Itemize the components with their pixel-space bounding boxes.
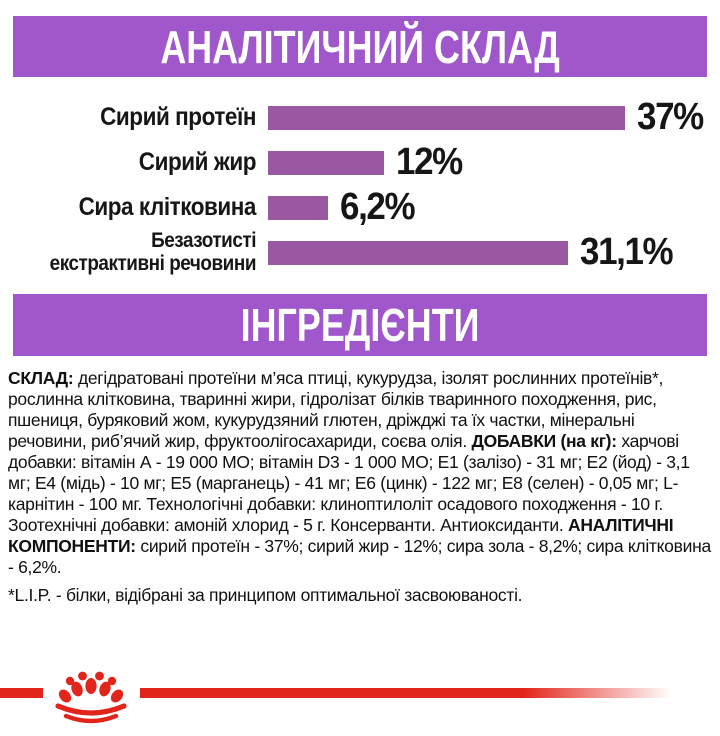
ingredients-section-label: СКЛАД: [8, 368, 78, 388]
bar-value: 6,2% [340, 186, 416, 228]
red-divider-line-right [140, 688, 672, 698]
analytical-composition-title: АНАЛІТИЧНИЙ СКЛАД [160, 20, 560, 73]
lip-footnote: *L.I.P. - білки, відібрані за принципом … [8, 585, 523, 605]
ingredients-title: ІНГРЕДІЄНТИ [240, 299, 480, 351]
ingredients-paragraph: СКЛАД: дегідратовані протеїни м’яса птиц… [8, 368, 712, 578]
composition-bar-chart: Сирий протеїн 37% Сирий жир 12% Сира клітков… [0, 95, 720, 275]
bar-value: 12% [396, 141, 463, 183]
bar-row: Сира клітковина 6,2% [0, 185, 720, 230]
bar-label: Сирий жир [138, 148, 257, 176]
ingredients-text: харчові добавки: вітамін А - 19 000 МО; … [8, 431, 690, 535]
ingredients-section-label: ДОБАВКИ (на кг): [471, 431, 622, 451]
bar [268, 150, 384, 175]
pet-food-label: АНАЛІТИЧНИЙ СКЛАД Сирий протеїн 37% Сирий … [0, 16, 720, 736]
bar [268, 105, 625, 130]
ingredients-text: дегідратовані протеїни м’яса птиці, куку… [8, 368, 664, 451]
bar [268, 195, 328, 220]
bar-value: 37% [637, 96, 704, 138]
bar-label: Сира клітковина [78, 193, 257, 221]
red-divider-line-left [0, 688, 43, 698]
bar-row: Сирий протеїн 37% [0, 95, 720, 140]
ingredients-header: ІНГРЕДІЄНТИ [13, 294, 707, 356]
bar-label: Сирий протеїн [100, 103, 256, 131]
brand-strip [0, 670, 720, 730]
bar-label: Безазотисті екстрактивні речовини [49, 228, 257, 275]
bar-row: Сирий жир 12% [0, 140, 720, 185]
ingredients-section-label: АНАЛІТИЧНІ КОМПОНЕНТИ: [8, 515, 674, 556]
bar [268, 240, 568, 265]
royal-canin-crown-logo-icon [55, 671, 127, 724]
analytical-composition-header: АНАЛІТИЧНИЙ СКЛАД [13, 16, 707, 77]
ingredients-text: сирий протеїн - 37%; сирий жир - 12%; си… [8, 536, 711, 577]
bar-value: 31,1% [580, 231, 674, 273]
bar-row: Безазотисті екстрактивні речовини 31,1% [0, 228, 720, 275]
